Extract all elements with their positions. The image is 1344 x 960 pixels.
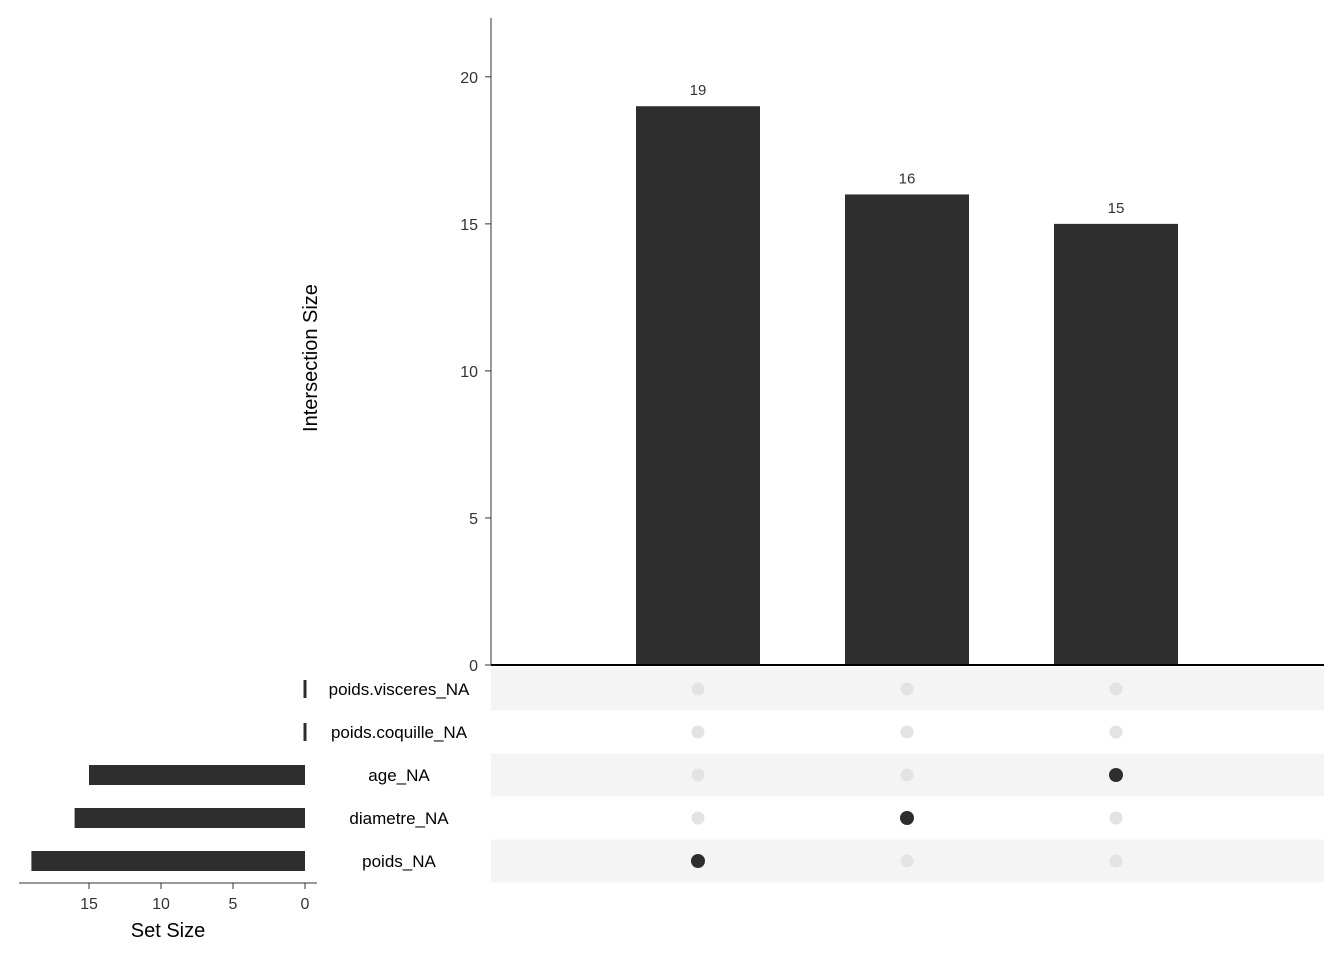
intersection-data-label: 16 <box>899 170 916 187</box>
matrix-dots <box>691 682 1123 868</box>
set-size-bar <box>31 851 306 871</box>
y-tick-label: 0 <box>469 658 478 675</box>
y-tick-label: 10 <box>460 364 478 381</box>
matrix-dot-active <box>1109 768 1123 782</box>
matrix-dot-inactive <box>1109 854 1123 868</box>
intersection-data-label: 19 <box>690 82 707 99</box>
matrix-dot-active <box>691 854 705 868</box>
set-name-label: age_NA <box>368 766 430 785</box>
matrix-dot-inactive <box>900 854 914 868</box>
set-size-ticks: 15 10 5 0 <box>80 883 310 913</box>
y-axis-title: Intersection Size <box>300 284 322 432</box>
matrix-dot-inactive <box>691 811 705 825</box>
set-name-label: diametre_NA <box>349 809 449 828</box>
matrix-dot-inactive <box>900 682 914 696</box>
y-tick-label: 15 <box>460 217 478 234</box>
set-size-bars <box>31 680 307 871</box>
set-size-bar <box>303 723 307 741</box>
intersection-bar <box>1054 223 1178 665</box>
set-size-axis-title: Set Size <box>131 920 205 942</box>
set-name-label: poids.coquille_NA <box>331 723 468 742</box>
matrix-dot-inactive <box>1109 725 1123 739</box>
set-tick-label: 15 <box>80 896 98 913</box>
matrix-dot-inactive <box>1109 811 1123 825</box>
matrix-dot-inactive <box>691 725 705 739</box>
matrix-dot-inactive <box>1109 682 1123 696</box>
y-axis-ticks: 0 5 10 15 20 <box>460 70 491 675</box>
matrix-dot-inactive <box>900 725 914 739</box>
intersection-y-axis <box>490 18 1324 666</box>
y-tick-label: 5 <box>469 511 478 528</box>
matrix-dot-inactive <box>691 768 705 782</box>
matrix-dot-active <box>900 811 914 825</box>
set-name-label: poids.visceres_NA <box>329 680 470 699</box>
intersection-bar <box>636 106 760 665</box>
matrix-dot-inactive <box>900 768 914 782</box>
intersection-data-label: 15 <box>1108 200 1125 217</box>
set-name-label: poids_NA <box>362 852 436 871</box>
y-tick-label: 20 <box>460 70 478 87</box>
set-size-bar <box>89 765 305 785</box>
set-tick-label: 10 <box>152 896 170 913</box>
set-size-bar <box>303 680 307 698</box>
set-name-labels: poids.visceres_NA poids.coquille_NA age_NA… <box>329 680 470 871</box>
intersection-bars <box>636 106 1178 666</box>
matrix-dot-inactive <box>691 682 705 696</box>
intersection-data-labels: 19 16 15 <box>690 82 1125 217</box>
set-tick-label: 0 <box>301 896 310 913</box>
set-size-bar <box>74 808 305 828</box>
intersection-bar <box>845 194 969 666</box>
set-tick-label: 5 <box>229 896 238 913</box>
